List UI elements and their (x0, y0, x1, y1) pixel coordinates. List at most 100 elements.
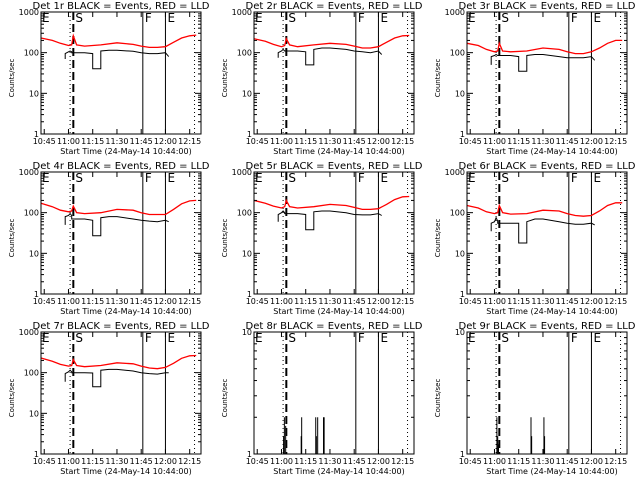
x-axis-label: Start Time (24-May-14 10:44:00) (486, 467, 617, 476)
y-tick-label: 100 (237, 49, 252, 58)
y-tick-label: 10 (455, 89, 465, 98)
y-axis-label: Counts/sec (221, 379, 229, 418)
x-tick-label: 11:45 (343, 457, 366, 466)
y-axis-label: Counts/sec (434, 59, 442, 98)
y-tick-label: 10 (29, 249, 39, 258)
x-tick-label: 12:00 (367, 297, 390, 306)
y-axis-label: Counts/sec (221, 219, 229, 258)
events-series-line (490, 53, 596, 72)
y-tick-label: 1 (460, 130, 465, 139)
x-tick-label: 12:15 (178, 457, 201, 466)
x-tick-label: 11:00 (57, 457, 80, 466)
x-tick-label: 12:00 (154, 297, 177, 306)
marker-label-f: F (358, 331, 365, 345)
y-tick-label: 100 (237, 209, 252, 218)
marker-label-f: F (145, 171, 152, 185)
marker-label-s: S (501, 331, 509, 345)
y-axis-label: Counts/sec (434, 379, 442, 418)
marker-label-s: S (501, 11, 509, 25)
x-tick-label: 11:45 (556, 137, 579, 146)
x-tick-label: 12:00 (580, 137, 603, 146)
x-tick-label: 11:15 (294, 137, 317, 146)
y-tick-label: 1 (460, 450, 465, 459)
y-tick-label: 10 (29, 89, 39, 98)
y-tick-label: 1000 (19, 168, 39, 177)
x-axis-label: Start Time (24-May-14 10:44:00) (273, 467, 404, 476)
y-axis-label: Counts/sec (221, 59, 229, 98)
marker-label-s: S (288, 11, 296, 25)
x-tick-label: 10:45 (459, 137, 482, 146)
events-series-line (490, 216, 595, 244)
plot-frame (40, 11, 202, 135)
marker-label-f: F (571, 331, 578, 345)
marker-label-e: E (380, 331, 388, 345)
x-tick-label: 11:00 (483, 457, 506, 466)
marker-label-e-left: E (468, 171, 476, 185)
y-tick-label: 100 (24, 49, 39, 58)
x-tick-label: 12:00 (580, 297, 603, 306)
x-tick-label: 11:15 (81, 297, 104, 306)
events-series-line (64, 212, 169, 237)
marker-label-s: S (288, 171, 296, 185)
y-axis-label: Counts/sec (8, 219, 16, 258)
x-tick-label: 11:45 (556, 457, 579, 466)
marker-label-e-left: E (468, 11, 476, 25)
x-tick-label: 11:15 (294, 457, 317, 466)
x-tick-label: 12:15 (391, 457, 414, 466)
y-tick-label: 100 (450, 209, 465, 218)
x-tick-label: 11:45 (130, 297, 153, 306)
marker-label-f: F (145, 331, 152, 345)
x-tick-label: 12:15 (391, 137, 414, 146)
y-tick-label: 10 (242, 328, 252, 337)
plot-frame (466, 331, 628, 455)
y-tick-label: 1000 (19, 8, 39, 17)
x-tick-label: 11:00 (270, 457, 293, 466)
x-tick-label: 10:45 (246, 457, 269, 466)
y-tick-label: 1 (247, 290, 252, 299)
marker-label-s: S (501, 171, 509, 185)
events-series-line (64, 49, 170, 70)
x-tick-label: 10:45 (33, 297, 56, 306)
panel-title: Det 2r BLACK = Events, RED = LLD (246, 1, 423, 12)
marker-label-s: S (288, 331, 296, 345)
lld-series-line (253, 195, 410, 211)
marker-label-e: E (167, 11, 175, 25)
y-tick-label: 1000 (232, 8, 252, 17)
x-axis-label: Start Time (24-May-14 10:44:00) (60, 147, 191, 156)
x-tick-label: 12:15 (391, 297, 414, 306)
x-tick-label: 12:00 (154, 457, 177, 466)
y-tick-label: 1000 (19, 328, 39, 337)
x-axis-label: Start Time (24-May-14 10:44:00) (486, 307, 617, 316)
x-tick-label: 11:45 (130, 137, 153, 146)
panel-title: Det 5r BLACK = Events, RED = LLD (246, 161, 423, 172)
x-tick-label: 11:00 (57, 137, 80, 146)
y-axis-label: Counts/sec (8, 379, 16, 418)
lld-series-line (466, 39, 623, 55)
x-tick-label: 10:45 (33, 457, 56, 466)
marker-label-e: E (380, 11, 388, 25)
x-tick-label: 10:45 (33, 137, 56, 146)
y-tick-label: 100 (24, 209, 39, 218)
x-tick-label: 12:00 (154, 137, 177, 146)
plot-frame (466, 11, 628, 135)
x-tick-label: 12:15 (604, 457, 627, 466)
x-tick-label: 11:30 (531, 457, 554, 466)
plot-frame (40, 331, 202, 455)
plot-frame (253, 171, 415, 295)
x-tick-label: 12:15 (178, 297, 201, 306)
marker-label-e: E (593, 331, 601, 345)
y-tick-label: 10 (242, 249, 252, 258)
x-tick-label: 11:15 (507, 137, 530, 146)
x-tick-label: 11:00 (270, 297, 293, 306)
y-tick-label: 1 (34, 290, 39, 299)
lld-series-line (253, 34, 410, 49)
y-axis-label: Counts/sec (434, 219, 442, 258)
x-axis-label: Start Time (24-May-14 10:44:00) (60, 467, 191, 476)
x-tick-label: 10:45 (246, 137, 269, 146)
